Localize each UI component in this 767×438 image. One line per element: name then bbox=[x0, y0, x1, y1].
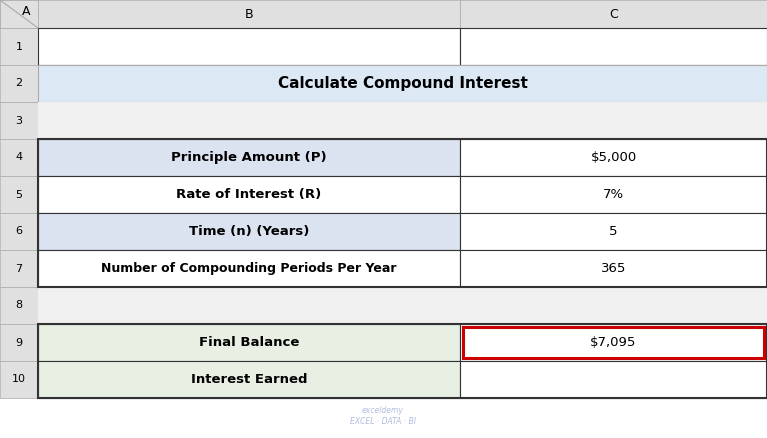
Bar bbox=[38, 176, 460, 213]
Text: 5: 5 bbox=[609, 225, 617, 238]
Bar bbox=[0, 0, 38, 28]
Bar bbox=[0, 324, 38, 361]
Text: C: C bbox=[609, 7, 618, 21]
Text: 5: 5 bbox=[15, 190, 22, 199]
Text: 9: 9 bbox=[15, 338, 22, 347]
Bar bbox=[460, 28, 767, 65]
Bar bbox=[460, 176, 767, 213]
Text: 4: 4 bbox=[15, 152, 22, 162]
Text: Number of Compounding Periods Per Year: Number of Compounding Periods Per Year bbox=[101, 262, 397, 275]
Bar bbox=[38, 250, 460, 287]
Bar bbox=[38, 287, 460, 324]
Bar bbox=[463, 327, 764, 358]
Bar bbox=[38, 213, 460, 250]
Bar bbox=[38, 324, 767, 398]
Bar bbox=[0, 213, 38, 250]
Bar bbox=[460, 287, 767, 324]
Bar bbox=[460, 324, 767, 361]
Bar bbox=[38, 0, 460, 28]
Bar bbox=[0, 0, 38, 28]
Text: 3: 3 bbox=[15, 116, 22, 126]
Text: Rate of Interest (R): Rate of Interest (R) bbox=[176, 188, 321, 201]
Text: Calculate Compound Interest: Calculate Compound Interest bbox=[278, 76, 528, 91]
Bar bbox=[38, 65, 767, 102]
Bar bbox=[0, 139, 38, 176]
Text: 7%: 7% bbox=[603, 188, 624, 201]
Bar bbox=[38, 139, 767, 287]
Bar bbox=[460, 213, 767, 250]
Bar bbox=[460, 0, 767, 28]
Text: Final Balance: Final Balance bbox=[199, 336, 299, 349]
Bar bbox=[0, 250, 38, 287]
Text: exceldemy
EXCEL · DATA · BI: exceldemy EXCEL · DATA · BI bbox=[350, 406, 416, 426]
Text: 1: 1 bbox=[15, 42, 22, 52]
Bar bbox=[0, 65, 38, 102]
Text: 6: 6 bbox=[15, 226, 22, 237]
Bar bbox=[0, 361, 38, 398]
Bar bbox=[38, 28, 460, 65]
Bar bbox=[38, 139, 460, 176]
Bar bbox=[38, 361, 460, 398]
Text: B: B bbox=[245, 7, 253, 21]
Bar bbox=[38, 324, 460, 361]
Bar bbox=[460, 139, 767, 176]
Bar bbox=[0, 102, 38, 139]
Text: Interest Earned: Interest Earned bbox=[191, 373, 308, 386]
Text: 8: 8 bbox=[15, 300, 22, 311]
Bar bbox=[0, 28, 38, 65]
Text: 7: 7 bbox=[15, 264, 22, 273]
Text: $5,000: $5,000 bbox=[591, 151, 637, 164]
Text: Principle Amount (P): Principle Amount (P) bbox=[171, 151, 327, 164]
Text: $7,095: $7,095 bbox=[591, 336, 637, 349]
Bar bbox=[38, 102, 460, 139]
Text: A: A bbox=[22, 5, 31, 18]
Bar bbox=[460, 102, 767, 139]
Bar bbox=[0, 287, 38, 324]
Text: 2: 2 bbox=[15, 78, 22, 88]
Bar bbox=[460, 361, 767, 398]
Bar bbox=[460, 250, 767, 287]
Bar bbox=[0, 176, 38, 213]
Text: 365: 365 bbox=[601, 262, 626, 275]
Polygon shape bbox=[2, 2, 36, 26]
Text: Time (n) (Years): Time (n) (Years) bbox=[189, 225, 309, 238]
Text: 10: 10 bbox=[12, 374, 26, 385]
